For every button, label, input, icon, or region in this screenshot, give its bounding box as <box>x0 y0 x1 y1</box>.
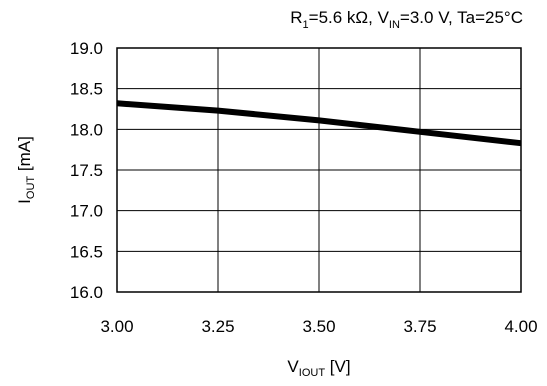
series-group <box>116 100 522 147</box>
y-tick-label-1: 16.5 <box>70 242 103 261</box>
x-tick-label-1: 3.25 <box>201 317 234 336</box>
x-tick-label-3: 3.75 <box>403 317 436 336</box>
x-axis-label: VIOUT [V] <box>287 357 350 379</box>
y-tick-label-6: 19.0 <box>70 39 103 58</box>
x-tick-label-0: 3.00 <box>100 317 133 336</box>
y-tick-label-2: 17.0 <box>70 202 103 221</box>
plot-frame <box>116 47 522 293</box>
y-tick-label-5: 18.5 <box>70 80 103 99</box>
y-tick-label-3: 17.5 <box>70 161 103 180</box>
x-tick-label-4: 4.00 <box>504 317 537 336</box>
y-tick-label-4: 18.0 <box>70 120 103 139</box>
chart-title: R1=5.6 kΩ, VIN=3.0 V, Ta=25°C <box>290 8 523 31</box>
x-tick-labels: 3.00 3.25 3.50 3.75 4.00 <box>100 317 537 336</box>
y-tick-label-0: 16.0 <box>70 283 103 302</box>
grid <box>116 47 522 293</box>
series-line-0 <box>116 100 522 147</box>
plot-border <box>116 47 522 293</box>
y-axis-label: IOUT [mA] <box>15 136 37 204</box>
y-tick-labels: 16.0 16.5 17.0 17.5 18.0 18.5 19.0 <box>70 39 103 302</box>
x-tick-label-2: 3.50 <box>302 317 335 336</box>
